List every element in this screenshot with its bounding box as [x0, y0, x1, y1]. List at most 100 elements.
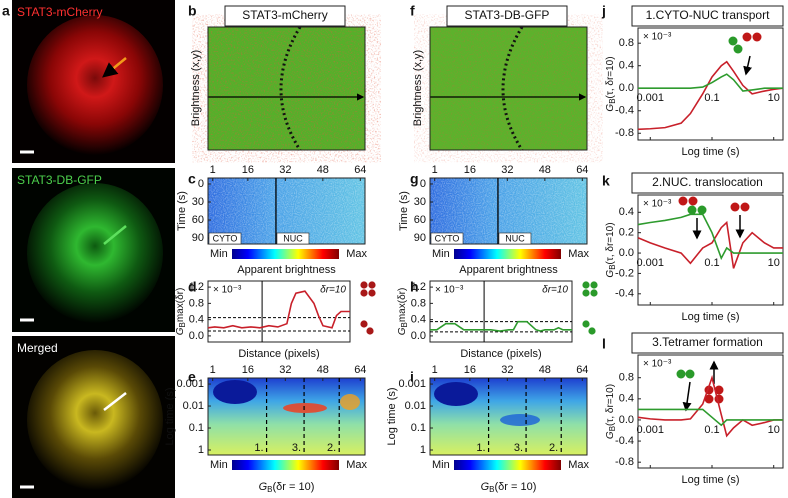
colorbar-min: Min: [210, 459, 228, 471]
x-tick-label: 64: [576, 164, 588, 176]
panel-letter: h: [410, 279, 419, 295]
y-tick-label: 0.4: [189, 314, 204, 326]
y-axis-label-main: G: [397, 327, 408, 335]
micrograph-label: Merged: [17, 341, 58, 355]
y-tick-label: 0.01: [405, 400, 426, 412]
region-box: [430, 232, 464, 245]
brightness-map: [430, 26, 587, 151]
panel-letter: i: [410, 369, 414, 385]
y-axis-label-sub: B: [178, 322, 187, 327]
frame: [429, 280, 573, 343]
colorbar-label: Apparent brightness: [237, 264, 336, 276]
region-label: CYTO: [435, 233, 460, 243]
colorbar-label-rest: (δr = 10): [273, 481, 315, 493]
panel-letter: l: [602, 336, 606, 352]
x-tick-label: 64: [354, 364, 366, 376]
frame: [207, 26, 366, 151]
frame: [207, 377, 366, 456]
y-axis-label: GB(τ, δr=10): [605, 384, 617, 439]
x-axis-label: Log time (s): [681, 311, 739, 323]
y-axis-label-sub: B: [608, 98, 617, 103]
cell: [27, 183, 163, 323]
y-tick-label: 60: [414, 214, 426, 226]
y-tick-label: 1.2: [411, 281, 426, 293]
y-axis-label-main: G: [605, 104, 616, 112]
frame: [429, 26, 588, 151]
colorbar-label-main: G: [481, 481, 490, 493]
y-tick-label: 0.4: [411, 314, 426, 326]
region-label: 2.: [327, 442, 336, 454]
colorbar-max: Max: [568, 459, 589, 471]
colorbar-label: GB(δr = 10): [259, 481, 315, 494]
x-tick-label: 48: [317, 364, 329, 376]
x-tick-label: 0.001: [637, 257, 665, 269]
colorbar-label: Apparent brightness: [459, 264, 558, 276]
x-tick-label: 16: [464, 164, 476, 176]
scale-note: × 10⁻³: [643, 199, 672, 210]
region-box: [498, 232, 532, 245]
y-tick-label: -0.8: [615, 456, 634, 468]
colorbar-label-sub: B: [267, 485, 272, 494]
y-tick-label: 90: [414, 232, 426, 244]
y-tick-label: -0.8: [615, 127, 634, 139]
x-tick-label: 0.001: [637, 92, 665, 104]
scale-note: × 10⁻³: [213, 285, 242, 296]
frame: [637, 354, 784, 469]
colorbar-label-rest: (δr = 10): [495, 481, 537, 493]
frame: [429, 377, 588, 456]
scale-note: × 10⁻³: [643, 32, 672, 43]
y-tick-label: -0.4: [615, 288, 634, 300]
x-tick-label: 32: [279, 164, 291, 176]
region-label: 3.: [514, 442, 523, 454]
y-tick-label: 1.2: [189, 281, 204, 293]
y-axis-label-rest: max(δr): [175, 288, 186, 322]
frame: [637, 194, 784, 306]
cell: [27, 15, 163, 155]
y-tick-label: 60: [192, 214, 204, 226]
colorbar-max: Max: [346, 248, 367, 260]
x-axis-label: Distance (pixels): [238, 348, 319, 360]
y-tick-label: 90: [192, 232, 204, 244]
map-title: STAT3-DB-GFP: [465, 8, 550, 22]
y-axis-label-main: G: [605, 431, 616, 439]
y-axis-label-main: G: [175, 327, 186, 335]
x-tick-label: 1: [432, 164, 438, 176]
colorbar: [232, 460, 339, 470]
series-line: [637, 213, 783, 261]
x-tick-label: 64: [354, 164, 366, 176]
x-tick-label: 1: [432, 364, 438, 376]
y-tick-label: 1: [420, 444, 426, 456]
y-tick-label: -0.2: [615, 267, 634, 279]
panel-letter: a: [2, 3, 10, 19]
y-axis-label: GB(τ, δr=10): [605, 222, 617, 277]
panel-letter: e: [188, 369, 196, 385]
y-tick-label: 0.4: [619, 60, 634, 72]
series-line: [637, 60, 784, 131]
y-axis-label: GBmax(δr): [397, 288, 409, 336]
y-axis-label-rest: (τ, δr=10): [605, 56, 616, 98]
y-tick-label: 0.4: [619, 393, 634, 405]
x-tick-label: 0.1: [704, 424, 719, 436]
y-axis-label-rest: (τ, δr=10): [605, 384, 616, 426]
y-axis-label-rest: max(δr): [397, 288, 408, 322]
y-tick-label: 0.001: [176, 378, 204, 390]
colorbar-max: Max: [568, 248, 589, 260]
x-tick-label: 1: [210, 164, 216, 176]
arrow: [102, 57, 127, 78]
arrow: [103, 225, 127, 245]
region-label: 1.: [254, 442, 263, 454]
panel-letter: g: [410, 171, 419, 187]
title-box: [224, 5, 346, 27]
region-label: 1.: [476, 442, 485, 454]
x-tick-label: 16: [242, 164, 254, 176]
series-line: [637, 374, 783, 438]
y-tick-label: 0.001: [398, 378, 426, 390]
colorbar-min: Min: [210, 248, 228, 260]
y-axis-label-main: G: [605, 270, 616, 278]
y-tick-label: 0.1: [189, 422, 204, 434]
y-tick-label: 0.01: [183, 400, 204, 412]
y-tick-label: 0.0: [619, 82, 634, 94]
x-tick-label: 1: [210, 364, 216, 376]
x-tick-label: 32: [279, 364, 291, 376]
colorbar-label-sub: B: [489, 485, 494, 494]
